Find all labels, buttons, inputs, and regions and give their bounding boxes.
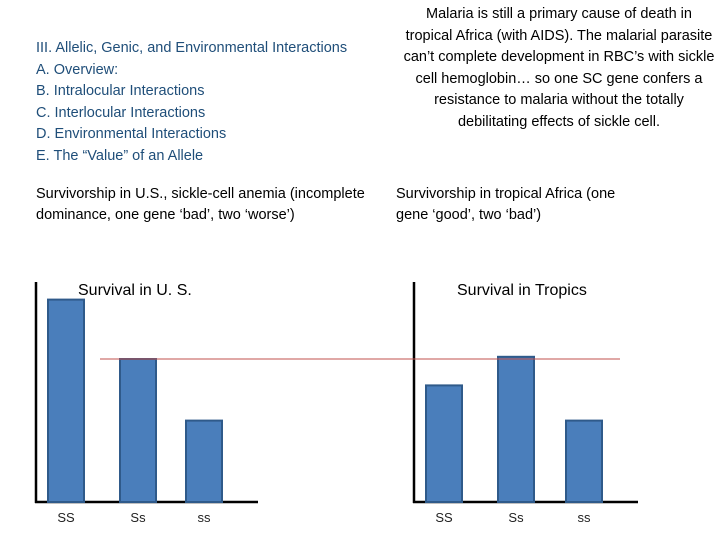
bar-tropics-3	[565, 419, 603, 504]
bar-us-2	[119, 358, 157, 503]
malaria-note: Malaria is still a primary cause of deat…	[403, 6, 715, 130]
outline-item-e: E. The “Value” of an Allele	[36, 147, 204, 164]
outline-heading: III. Allelic, Genic, and Environmental I…	[36, 40, 348, 56]
outline-item-b: B. Intralocular Interactions	[36, 83, 205, 99]
bar-tropics-2	[497, 355, 535, 503]
subhead-us: Survivorship in U.S., sickle-cell anemia…	[36, 186, 365, 223]
subhead-africa: Survivorship in tropical Africa (one gen…	[396, 186, 616, 223]
outline-item-d: D. Environmental Interactions	[36, 126, 227, 142]
outline: III. Allelic, Genic, and Environmental I…	[36, 38, 347, 167]
tick-label-tropics-2: Ss	[508, 510, 524, 525]
chart-title-us: Survival in U. S.	[78, 282, 192, 299]
bar-us-3	[185, 419, 223, 504]
chart-title-tropics: Survival in Tropics	[457, 282, 587, 299]
tick-label-us-2: Ss	[130, 510, 146, 525]
outline-item-a: A. Overview:	[36, 61, 119, 78]
bar-tropics-1	[425, 384, 463, 503]
bar-us-1	[47, 298, 85, 503]
tick-label-us-3: ss	[198, 510, 212, 525]
tick-label-us-1: SS	[57, 510, 75, 525]
tick-label-tropics-3: ss	[578, 510, 592, 525]
outline-item-c: C. Interlocular Interactions	[36, 104, 206, 121]
tick-label-tropics-1: SS	[435, 510, 453, 525]
